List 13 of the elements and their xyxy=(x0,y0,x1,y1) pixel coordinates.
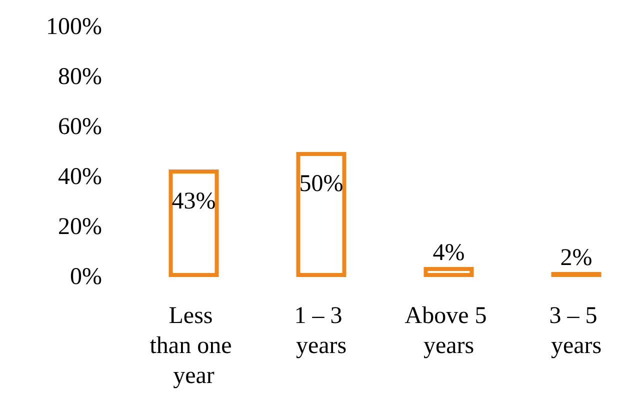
x-tick-label: Above 5 years xyxy=(404,303,493,359)
y-tick-label: 100% xyxy=(46,14,102,40)
y-tick-label: 20% xyxy=(58,214,102,240)
data-label: 50% xyxy=(299,171,344,197)
x-tick-label: 3 – 5 years xyxy=(549,303,604,359)
x-tick-label: Less than one year xyxy=(150,303,238,389)
data-label: 4% xyxy=(432,240,465,266)
y-tick-label: 80% xyxy=(58,64,102,90)
y-tick-label: 60% xyxy=(58,114,102,140)
x-tick-label: 1 – 3 years xyxy=(294,303,348,359)
data-label: 2% xyxy=(560,245,592,271)
y-tick-label: 40% xyxy=(58,164,102,190)
y-tick-label: 0% xyxy=(70,264,102,290)
